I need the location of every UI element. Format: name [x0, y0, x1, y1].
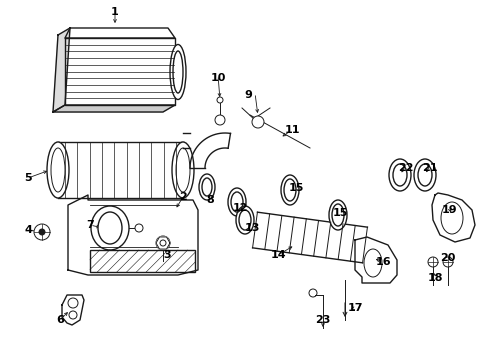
- Text: 19: 19: [441, 205, 457, 215]
- Text: 23: 23: [315, 315, 331, 325]
- Ellipse shape: [199, 174, 215, 200]
- Text: 15: 15: [288, 183, 304, 193]
- Text: 5: 5: [24, 173, 32, 183]
- Text: 22: 22: [398, 163, 414, 173]
- Polygon shape: [432, 193, 475, 242]
- Polygon shape: [65, 28, 175, 38]
- Polygon shape: [53, 105, 175, 112]
- Text: 18: 18: [427, 273, 443, 283]
- Polygon shape: [62, 295, 84, 325]
- Ellipse shape: [47, 142, 69, 198]
- Polygon shape: [355, 237, 397, 283]
- Polygon shape: [68, 195, 198, 275]
- Ellipse shape: [170, 45, 186, 99]
- Text: 7: 7: [86, 220, 94, 230]
- Circle shape: [135, 224, 143, 232]
- Text: 3: 3: [163, 250, 171, 260]
- Ellipse shape: [329, 200, 347, 230]
- Text: 20: 20: [441, 253, 456, 263]
- Ellipse shape: [236, 206, 254, 234]
- Ellipse shape: [389, 159, 411, 191]
- Ellipse shape: [91, 206, 129, 250]
- Text: 17: 17: [347, 303, 363, 313]
- Text: 10: 10: [210, 73, 226, 83]
- Ellipse shape: [281, 175, 299, 205]
- Polygon shape: [252, 212, 368, 263]
- Circle shape: [34, 224, 50, 240]
- Circle shape: [39, 229, 45, 235]
- Circle shape: [156, 236, 170, 250]
- Text: 13: 13: [245, 223, 260, 233]
- Ellipse shape: [228, 188, 246, 216]
- Text: 8: 8: [206, 195, 214, 205]
- Text: 6: 6: [56, 315, 64, 325]
- Ellipse shape: [98, 212, 122, 244]
- Polygon shape: [65, 38, 175, 105]
- Text: 21: 21: [422, 163, 438, 173]
- Ellipse shape: [414, 159, 436, 191]
- Text: 9: 9: [244, 90, 252, 100]
- Text: 11: 11: [284, 125, 300, 135]
- Text: 15: 15: [332, 208, 348, 218]
- Circle shape: [252, 116, 264, 128]
- Text: 12: 12: [232, 203, 248, 213]
- Circle shape: [443, 257, 453, 267]
- Text: 4: 4: [24, 225, 32, 235]
- Circle shape: [217, 97, 223, 103]
- Text: 14: 14: [270, 250, 286, 260]
- Ellipse shape: [172, 142, 194, 198]
- Text: 16: 16: [375, 257, 391, 267]
- Polygon shape: [156, 237, 170, 249]
- Text: 1: 1: [111, 7, 119, 17]
- Circle shape: [215, 115, 225, 125]
- Polygon shape: [53, 28, 70, 112]
- Bar: [90, 250, 195, 272]
- Circle shape: [428, 257, 438, 267]
- Text: 2: 2: [179, 192, 187, 202]
